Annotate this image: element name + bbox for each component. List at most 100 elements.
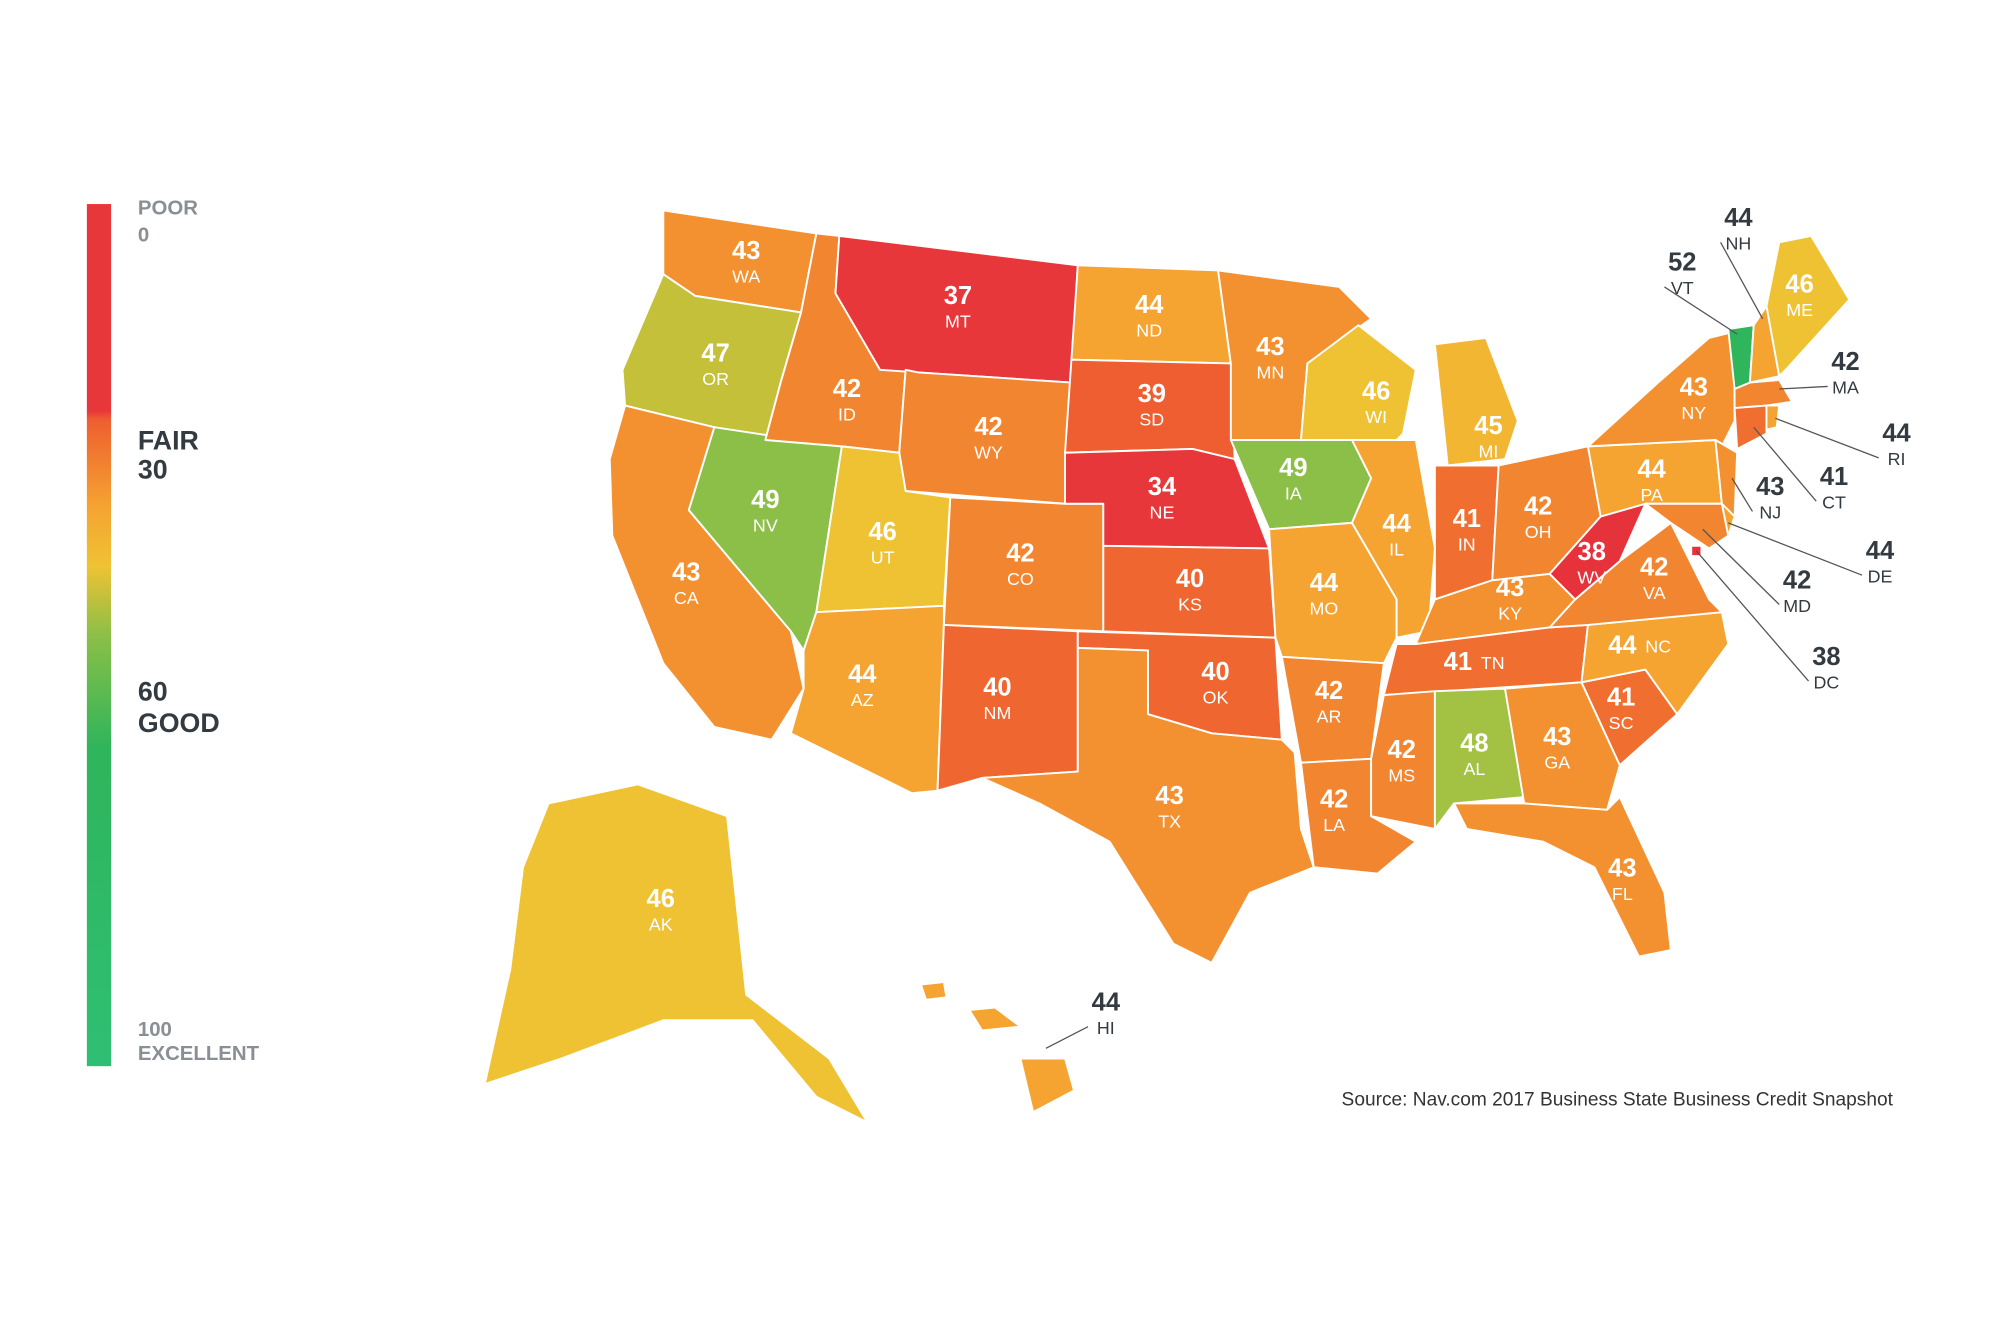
state-abbr: UT	[871, 547, 895, 567]
state-value: 49	[751, 486, 779, 514]
legend-name: POOR	[138, 198, 198, 220]
legend-value: 100	[138, 1019, 172, 1041]
legend-name: FAIR	[138, 425, 199, 455]
state-abbr: WA	[732, 267, 760, 287]
state-value: 41	[1453, 505, 1481, 533]
source: Source: Nav.com 2017 Business State Busi…	[1342, 1090, 1894, 1111]
state-abbr: NE	[1150, 503, 1175, 523]
state-abbr: RI	[1888, 449, 1906, 469]
legend-value: 60	[138, 676, 168, 706]
state-abbr: FL	[1612, 884, 1633, 904]
state-abbr: MD	[1783, 596, 1811, 616]
legend-name: EXCELLENT	[138, 1043, 260, 1065]
state-abbr: TX	[1158, 811, 1181, 831]
state	[1765, 234, 1851, 378]
state-abbr: IL	[1389, 540, 1404, 560]
state-abbr: PA	[1640, 485, 1663, 505]
state-abbr: ND	[1136, 320, 1162, 340]
state-abbr: OR	[702, 369, 729, 389]
leader-line	[1775, 417, 1879, 459]
state-abbr: DE	[1868, 566, 1893, 586]
state-value: 44	[1382, 510, 1411, 538]
state-value: 46	[647, 885, 675, 913]
state-value: 42	[1524, 492, 1552, 520]
legend-value: 0	[138, 224, 149, 246]
state-abbr: WY	[974, 443, 1003, 463]
state-value: 42	[1640, 554, 1668, 582]
state-value: 42	[974, 413, 1002, 441]
state-abbr: ME	[1786, 300, 1813, 320]
state-value: 52	[1668, 249, 1696, 277]
state-value: 43	[672, 559, 700, 587]
state-value: 44	[1724, 204, 1753, 232]
state-abbr: NC	[1645, 637, 1671, 657]
state-value: 40	[1176, 565, 1204, 593]
state-abbr: KY	[1498, 603, 1522, 623]
state-value: 37	[944, 282, 972, 310]
state-value: 44	[1882, 420, 1911, 448]
leader-line	[1727, 522, 1863, 576]
state-value: 44	[1310, 569, 1339, 597]
state-abbr: AZ	[851, 690, 874, 710]
state-value: 46	[1785, 270, 1813, 298]
state	[1433, 687, 1526, 830]
state-value: 43	[1155, 782, 1183, 810]
state-value: 40	[1201, 658, 1229, 686]
legend-value: 30	[138, 455, 168, 485]
state-abbr: AK	[649, 915, 673, 935]
states	[483, 209, 1851, 1124]
state-value: 42	[1006, 540, 1034, 568]
leader-line	[1045, 1026, 1089, 1049]
state-value: 42	[1388, 736, 1416, 764]
state-abbr: MA	[1832, 378, 1859, 398]
state-value: 48	[1460, 730, 1488, 758]
state-value: 42	[1320, 786, 1348, 814]
state	[1644, 502, 1730, 550]
state	[1586, 330, 1736, 448]
state	[1433, 337, 1519, 467]
leader-line	[1695, 550, 1810, 682]
state-abbr: NH	[1726, 234, 1752, 254]
state-value: 43	[1543, 723, 1571, 751]
state-abbr: WV	[1577, 568, 1606, 588]
state-abbr: AL	[1464, 759, 1486, 779]
state-abbr: NJ	[1759, 503, 1781, 523]
leader-line	[1779, 385, 1828, 390]
state-value: 34	[1148, 473, 1177, 501]
state-value: 46	[868, 518, 896, 546]
state-value: 47	[701, 339, 729, 367]
state	[1453, 796, 1672, 958]
state-value: 42	[833, 375, 861, 403]
state-abbr: TN	[1481, 653, 1505, 673]
state-value: 43	[1680, 374, 1708, 402]
state-value: 41	[1607, 684, 1635, 712]
state	[789, 604, 945, 795]
state	[919, 981, 1075, 1114]
state-value: 42	[1831, 348, 1859, 376]
leader-line	[1720, 242, 1764, 320]
state-value: 42	[1315, 677, 1343, 705]
state-value: 38	[1578, 538, 1606, 566]
state-abbr: VT	[1671, 278, 1694, 298]
leader-line	[1664, 286, 1738, 335]
state-value: 41	[1820, 463, 1848, 491]
state-value: 39	[1138, 380, 1166, 408]
state-value: 43	[732, 237, 760, 265]
state-value: 44	[848, 661, 877, 689]
leader-line	[1753, 426, 1817, 502]
state-value: 42	[1783, 566, 1811, 594]
state-abbr: MI	[1479, 441, 1499, 461]
state-value: 44	[1092, 988, 1121, 1016]
legend-bar	[86, 204, 112, 1067]
state-abbr: HI	[1097, 1018, 1115, 1038]
state	[1351, 439, 1436, 639]
state	[483, 783, 869, 1124]
state-abbr: SC	[1609, 713, 1634, 733]
state-abbr: OK	[1203, 688, 1229, 708]
state-abbr: NY	[1681, 403, 1706, 423]
state	[1504, 681, 1621, 811]
state-value: 43	[1496, 574, 1524, 602]
state-abbr: MS	[1388, 765, 1415, 785]
leader-line	[1731, 477, 1753, 512]
